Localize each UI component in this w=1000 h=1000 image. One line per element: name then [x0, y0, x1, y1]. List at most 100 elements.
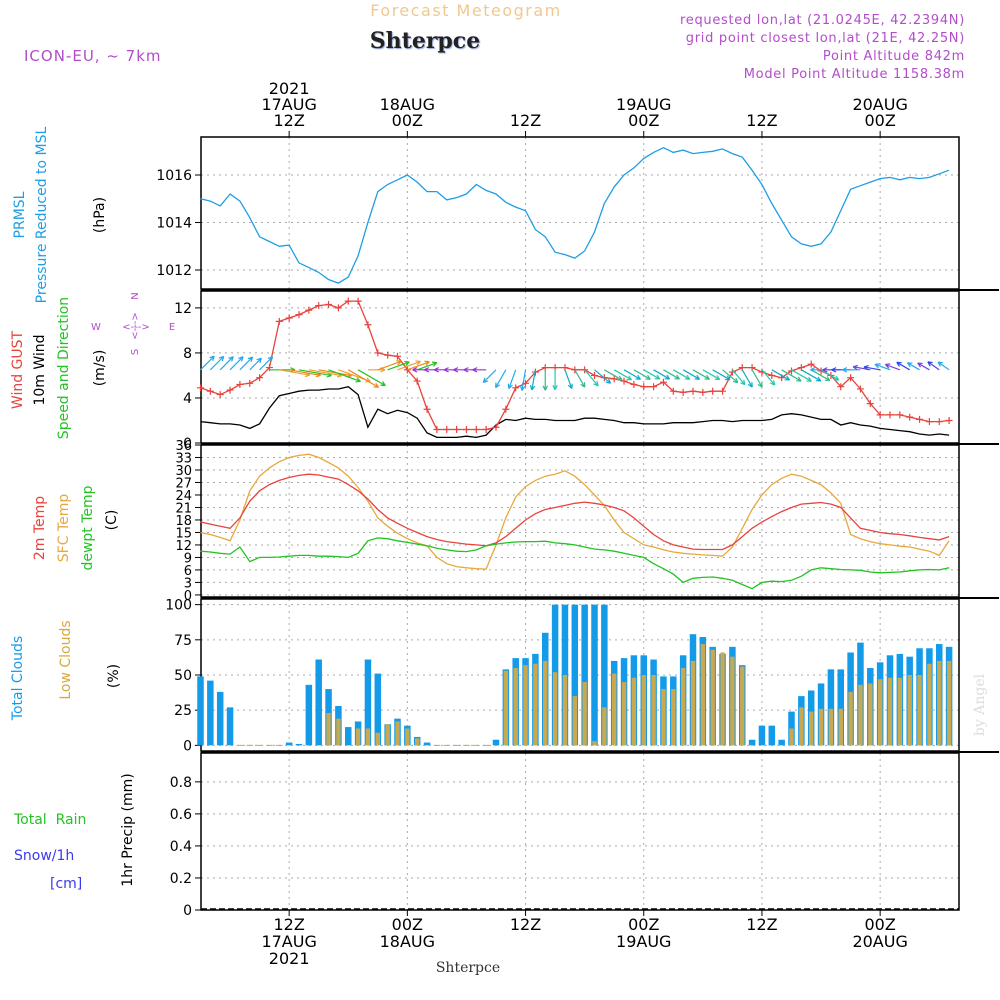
wind-direction-arrow — [407, 360, 430, 371]
snow-label: Snow/1h — [14, 848, 74, 864]
total-cloud-bar — [285, 742, 293, 746]
low-cloud-bar — [385, 724, 390, 746]
low-cloud-bar — [552, 672, 558, 746]
low-cloud-bar — [582, 682, 587, 746]
gust-marker — [679, 388, 687, 396]
wind-unit-label: (m/s) — [92, 350, 108, 387]
low-cloud-bar — [789, 728, 794, 746]
gust-marker — [206, 387, 214, 395]
gust-marker — [295, 311, 303, 319]
gust-marker — [856, 385, 864, 393]
wind-direction-arrow — [927, 361, 940, 371]
low-cloud-bar — [562, 675, 568, 746]
gust-marker — [906, 413, 914, 421]
low-cloud-bar — [907, 675, 912, 746]
total-cloud-bar — [827, 669, 835, 746]
gust-marker — [492, 423, 500, 431]
wind-direction-arrow — [761, 369, 776, 386]
wind-direction-arrow — [519, 369, 527, 391]
wind-direction-arrow — [495, 369, 507, 389]
temp-ytick-label: 21 — [175, 501, 192, 516]
compass-n: N — [130, 292, 141, 299]
wind-labels: Wind GUST 10m Wind Speed and Direction (… — [10, 292, 175, 439]
wind-direction-arrow — [542, 369, 548, 391]
bottom-time-label: 00Z — [392, 915, 423, 934]
gust-marker — [364, 321, 372, 329]
total-clouds-label: Total Clouds — [10, 636, 26, 721]
wind-direction-arrow — [653, 369, 671, 380]
wind-direction-arrow — [328, 369, 361, 383]
low-cloud-bar — [700, 644, 706, 746]
gust-marker — [334, 304, 342, 312]
clouds-ytick-label: 0 — [183, 738, 192, 754]
bottom-time-label: 12Z — [273, 915, 304, 934]
gust-marker — [344, 297, 352, 305]
temp-ytick-label: 27 — [175, 476, 192, 491]
gust-line — [200, 300, 950, 431]
total-cloud-bar — [226, 707, 234, 746]
low-cloud-bar — [395, 721, 400, 746]
low-cloud-bar — [365, 728, 371, 746]
wind-direction-arrow — [663, 369, 680, 380]
low-cloud-bar — [868, 683, 873, 746]
wind-direction-arrow — [239, 356, 254, 371]
wind-direction-arrow — [820, 369, 840, 381]
panels: 1012101410160481203691215182124273033360… — [156, 131, 999, 919]
low-cloud-bar — [818, 708, 824, 746]
gust-marker — [689, 387, 697, 395]
wind10-label: 10m Wind — [32, 334, 48, 405]
low-cloud-bar — [809, 711, 814, 746]
total-cloud-bar — [374, 673, 382, 746]
wind-panel: 0 4 8 12 — [174, 290, 960, 452]
wind-direction-arrow — [771, 369, 791, 381]
total-cloud-bar — [571, 604, 579, 746]
gust-marker — [453, 425, 461, 433]
pressure-unit-label: (hPa) — [92, 197, 108, 233]
wind-direction-arrow — [229, 356, 244, 371]
top-time-label: 20AUG — [852, 95, 907, 114]
gust-marker — [443, 425, 451, 433]
wind-direction-arrow — [387, 360, 410, 371]
wind-direction-arrow — [564, 369, 573, 390]
gust-marker — [640, 383, 648, 391]
gust-marker — [384, 351, 392, 359]
wind-direction-arrow — [209, 355, 225, 371]
gust-marker — [236, 380, 244, 388]
dewpt-line — [200, 537, 950, 590]
pressure-ytick-label: 1014 — [156, 216, 192, 232]
top-time-label: 00Z — [864, 111, 895, 130]
compass-e: E — [169, 322, 175, 333]
wind-direction-arrow — [552, 369, 558, 391]
total-cloud-bar — [837, 669, 844, 746]
low-cloud-bar — [533, 663, 538, 746]
gust-marker — [226, 386, 234, 394]
wind-direction-arrow — [594, 369, 612, 384]
total-cloud-bar — [216, 691, 224, 746]
snow-unit-label: [cm] — [50, 876, 82, 892]
wind-compass: N <---> S W <---> E — [91, 292, 175, 355]
wind-direction-arrow — [906, 362, 920, 371]
gust-marker — [837, 383, 845, 391]
cloud-unit-label: (%) — [106, 664, 122, 688]
gust-marker — [768, 371, 776, 379]
wind-direction-arrow — [863, 365, 881, 371]
gust-marker — [354, 297, 362, 305]
temp-ytick-label: 3 — [184, 576, 192, 591]
bottom-time-label: 00Z — [864, 915, 895, 934]
gust-marker — [374, 349, 382, 357]
low-cloud-bar — [326, 713, 331, 746]
low-cloud-bar — [671, 689, 676, 746]
gust-marker — [669, 387, 677, 395]
t2m-label: 2m Temp — [32, 496, 48, 560]
wind-frame — [200, 290, 960, 444]
total-cloud-bar — [591, 604, 598, 746]
requested-coords: requested lon,lat (21.0245E, 42.2394N) — [680, 13, 965, 28]
bottom-time-label: 12Z — [746, 915, 777, 934]
total-cloud-bar — [788, 711, 795, 746]
clouds-ytick-label: 50 — [174, 668, 192, 684]
low-cloud-bar — [355, 728, 361, 746]
clouds-ytick-label: 100 — [165, 598, 192, 614]
gust-marker — [650, 383, 658, 391]
